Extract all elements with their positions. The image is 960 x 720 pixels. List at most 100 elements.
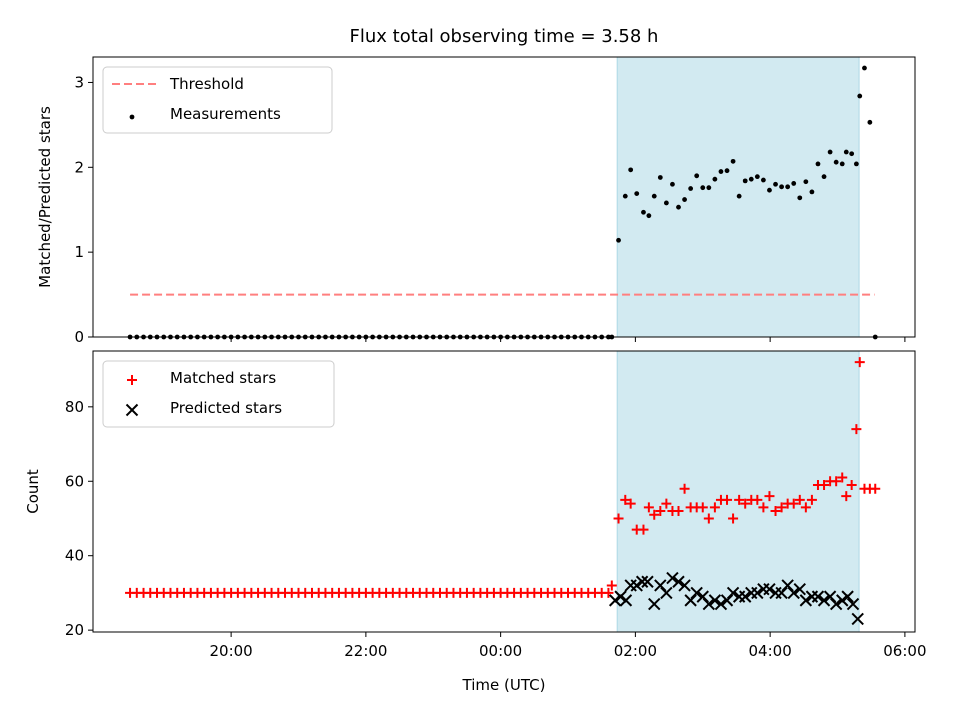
legend-label: Threshold	[169, 75, 244, 93]
x-tick-label: 04:00	[749, 642, 792, 660]
measurement-point	[803, 179, 809, 185]
measurement-point	[634, 191, 640, 197]
y-tick-label: 80	[65, 398, 84, 416]
x-tick-label: 20:00	[210, 642, 253, 660]
matched-star-point	[679, 483, 690, 494]
measurement-point	[688, 186, 694, 191]
matched-star-point	[841, 491, 852, 502]
y-tick-label: 1	[74, 243, 84, 261]
measurement-point	[853, 161, 859, 167]
predicted-star-point	[708, 594, 722, 607]
matched-star-point	[661, 498, 672, 509]
measurement-point	[761, 177, 766, 183]
measurement-point	[712, 176, 718, 182]
legend-label: Measurements	[170, 105, 281, 123]
matched-star-point	[673, 506, 684, 517]
predicted-star-point	[702, 597, 716, 611]
predicted-star-point	[739, 590, 752, 603]
top-panel: 0 1 2 3 Matched/Predicted stars Threshold Meas…	[36, 56, 916, 346]
measurement-point	[628, 167, 634, 173]
matched-star-point	[764, 491, 775, 502]
matched-star-point	[603, 587, 614, 598]
measurement-point	[867, 119, 873, 125]
measurement-point	[694, 173, 700, 179]
matched-star-point	[846, 479, 857, 490]
matched-star-point	[806, 494, 817, 505]
measurement-point	[657, 175, 663, 180]
measurement-point	[676, 204, 681, 210]
matched-star-point	[709, 502, 720, 513]
x-tick-label: 22:00	[344, 642, 387, 660]
matched-star-point	[831, 476, 842, 487]
matched-star-point	[722, 494, 733, 505]
x-tick-label: 02:00	[614, 642, 657, 660]
matched-star-point	[625, 498, 636, 509]
measurement-point	[754, 174, 760, 180]
predicted-star-point	[714, 597, 728, 611]
measurement-point	[843, 149, 849, 155]
matched-star-point	[697, 502, 708, 513]
matched-star-point	[788, 498, 799, 509]
matched-star-point	[794, 494, 805, 505]
observing-interval-shade	[616, 350, 860, 633]
measurement-point	[779, 184, 784, 190]
predicted-star-point	[836, 594, 849, 607]
predicted-star-point	[799, 594, 813, 607]
matched-star-point	[613, 513, 624, 524]
predicted-star-point	[678, 579, 691, 592]
predicted-star-point	[787, 586, 800, 600]
y-tick-label: 0	[74, 328, 84, 346]
y-tick-label: 60	[65, 472, 84, 490]
matched-star-point	[870, 483, 881, 494]
predicted-star-point	[641, 575, 654, 588]
measurement-point	[791, 181, 797, 186]
matched-star-point	[752, 494, 763, 505]
measurement-point	[797, 195, 803, 201]
y-axis-title: Count	[24, 469, 42, 514]
measurement-point	[827, 149, 833, 155]
y-tick-label: 3	[74, 73, 84, 91]
measurement-point	[748, 176, 754, 182]
predicted-star-point	[829, 597, 843, 611]
predicted-star-point	[763, 582, 776, 596]
measurement-point	[682, 197, 687, 202]
matched-star-point	[734, 494, 745, 505]
predicted-star-point	[630, 579, 643, 592]
measurement-point	[663, 200, 669, 206]
legend-measurement-swatch	[129, 114, 135, 120]
matched-star-point	[638, 524, 649, 535]
matched-star-point	[758, 502, 769, 513]
matched-star-point	[770, 506, 781, 517]
matched-star-point	[819, 479, 830, 490]
measurement-point	[670, 181, 675, 187]
predicted-star-point	[751, 586, 764, 600]
legend-label: Matched stars	[170, 369, 276, 387]
y-tick-label: 40	[65, 547, 84, 565]
predicted-star-point	[614, 590, 627, 603]
matched-star-point	[728, 513, 739, 524]
x-axis-title: Time (UTC)	[462, 676, 546, 694]
matched-star-point	[854, 357, 865, 368]
legend-box	[102, 360, 335, 428]
y-axis-title: Matched/Predicted stars	[36, 106, 54, 288]
series-matched-stars	[125, 357, 881, 598]
legend: Matched stars Predicted stars	[102, 360, 335, 428]
predicted-star-point	[619, 594, 633, 607]
legend: Threshold Measurements	[102, 66, 333, 134]
predicted-star-point	[841, 590, 854, 603]
legend-matched-swatch	[127, 375, 137, 385]
measurement-point	[767, 187, 772, 193]
measurement-point	[651, 193, 657, 199]
axes-frame	[92, 56, 916, 338]
series-predicted-stars	[608, 571, 864, 626]
predicted-star-point	[690, 586, 703, 600]
matched-star-point	[649, 509, 660, 520]
predicted-star-point	[660, 586, 673, 600]
measurement-point	[809, 189, 815, 195]
measurement-point	[742, 178, 748, 184]
measurement-point	[616, 237, 621, 243]
measurement-point	[641, 209, 646, 215]
measurement-point	[736, 193, 742, 199]
predicted-star-point	[811, 590, 825, 603]
